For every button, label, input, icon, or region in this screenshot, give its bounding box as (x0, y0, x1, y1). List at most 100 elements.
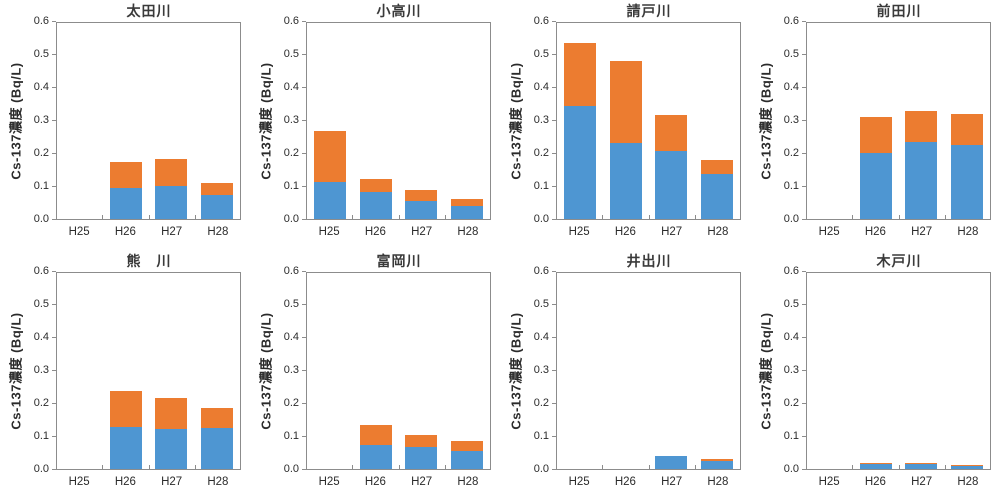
y-tick-label: 0.4 (33, 81, 49, 93)
y-tick-label: 0.3 (533, 364, 549, 376)
x-tick-label: H26 (864, 476, 886, 488)
y-tick-label: 0.0 (283, 463, 299, 475)
y-axis-tick (302, 370, 306, 371)
y-tick-label: 0.6 (533, 15, 549, 27)
x-axis-tick (194, 465, 196, 469)
y-axis-tick (302, 87, 306, 88)
x-tick-label: H28 (957, 476, 979, 488)
y-tick-label: 0.1 (283, 180, 299, 192)
x-axis-tick (102, 465, 104, 469)
chart-panel-ota-river: 太田川 Cs-137濃度 (Bq/L) 0.0 0.1 0.2 0.3 0.4 0.5 0.… (0, 0, 250, 247)
x-axis-tick (944, 215, 946, 219)
x-tick-label: H27 (161, 226, 183, 238)
y-axis-tick (802, 87, 806, 88)
x-axis-tick (352, 465, 354, 469)
bar-segment-orange (405, 190, 437, 201)
y-tick-label: 0.0 (533, 463, 549, 475)
y-tick-label: 0.3 (283, 114, 299, 126)
y-axis-tick (802, 436, 806, 437)
y-tick-label: 0.3 (783, 364, 799, 376)
x-tick-label: H26 (614, 476, 636, 488)
y-axis-tick (52, 271, 56, 272)
y-axis-tick (802, 219, 806, 220)
y-tick-label: 0.1 (33, 180, 49, 192)
y-axis-tick (52, 469, 56, 470)
bar-segment-orange (701, 160, 733, 174)
bar-segment-blue (655, 151, 687, 219)
y-axis-tick (302, 120, 306, 121)
y-tick-label: 0.0 (783, 463, 799, 475)
bar-segment-orange (701, 459, 733, 461)
bar-segment-orange (314, 131, 346, 182)
y-tick-label: 0.2 (283, 147, 299, 159)
x-axis-tick (852, 215, 854, 219)
bar-segment-blue (905, 142, 937, 219)
bar-segment-orange (951, 114, 983, 145)
y-axis-tick (802, 337, 806, 338)
x-axis-tick (398, 215, 400, 219)
y-axis-tick (552, 370, 556, 371)
y-tick-label: 0.5 (533, 298, 549, 310)
y-axis-tick (52, 153, 56, 154)
y-axis-tick (302, 186, 306, 187)
x-axis-tick (102, 215, 104, 219)
y-axis-tick (302, 403, 306, 404)
y-axis-tick (302, 337, 306, 338)
x-tick-label: H27 (661, 226, 683, 238)
bar-segment-blue (314, 182, 346, 219)
plot-area (556, 22, 741, 220)
x-axis-tick (352, 215, 354, 219)
y-tick-label: 0.6 (283, 265, 299, 277)
bar-segment-orange (110, 162, 142, 188)
bar-segment-orange (155, 398, 187, 429)
plot-area (56, 272, 241, 470)
bar-segment-blue (451, 451, 483, 469)
bar-segment-orange (951, 465, 983, 466)
y-axis-tick (802, 403, 806, 404)
bar-segment-blue (201, 428, 233, 469)
bar-segment-orange (110, 391, 142, 427)
y-tick-label: 0.2 (533, 397, 549, 409)
bar-segment-blue (405, 201, 437, 219)
x-tick-label: H25 (818, 476, 840, 488)
bar-segment-blue (405, 447, 437, 469)
y-axis-tick (802, 469, 806, 470)
y-tick-label: 0.1 (783, 180, 799, 192)
y-axis-tick (802, 271, 806, 272)
x-tick-label: H27 (161, 476, 183, 488)
y-tick-label: 0.3 (33, 114, 49, 126)
x-tick-label: H25 (318, 226, 340, 238)
y-tick-label: 0.3 (283, 364, 299, 376)
y-axis-tick (552, 436, 556, 437)
y-tick-label: 0.1 (783, 430, 799, 442)
y-tick-label: 0.3 (33, 364, 49, 376)
bar-segment-orange (360, 425, 392, 445)
y-axis-tick (302, 153, 306, 154)
y-tick-label: 0.2 (33, 147, 49, 159)
y-tick-label: 0.6 (283, 15, 299, 27)
y-axis-tick (52, 304, 56, 305)
x-tick-label: H28 (707, 226, 729, 238)
y-axis-tick (802, 304, 806, 305)
y-tick-label: 0.0 (33, 213, 49, 225)
y-axis-tick (52, 219, 56, 220)
bar-segment-blue (905, 464, 937, 469)
bar-segment-orange (201, 408, 233, 428)
x-tick-label: H25 (568, 476, 590, 488)
y-axis-tick (802, 120, 806, 121)
y-axis-tick (302, 54, 306, 55)
y-axis-tick (802, 54, 806, 55)
y-tick-label: 0.5 (283, 48, 299, 60)
bar-segment-orange (360, 179, 392, 192)
bar-segment-blue (110, 427, 142, 469)
y-axis-tick (552, 120, 556, 121)
x-tick-label: H27 (411, 476, 433, 488)
bar-segment-blue (451, 206, 483, 219)
x-axis-tick (648, 465, 650, 469)
x-tick-label: H27 (911, 476, 933, 488)
y-tick-label: 0.5 (283, 298, 299, 310)
y-tick-label: 0.5 (33, 48, 49, 60)
x-tick-label: H26 (114, 226, 136, 238)
bar-segment-blue (155, 186, 187, 219)
y-tick-label: 0.6 (33, 265, 49, 277)
